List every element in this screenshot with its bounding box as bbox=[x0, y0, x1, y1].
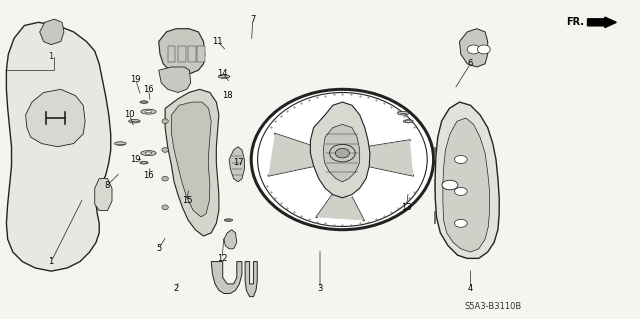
Polygon shape bbox=[26, 89, 85, 147]
Text: 1: 1 bbox=[49, 257, 54, 266]
Ellipse shape bbox=[477, 45, 490, 54]
Polygon shape bbox=[211, 262, 242, 293]
Polygon shape bbox=[40, 19, 64, 45]
Text: 1: 1 bbox=[49, 52, 54, 61]
Polygon shape bbox=[460, 29, 488, 67]
Text: 5: 5 bbox=[156, 244, 161, 253]
Ellipse shape bbox=[162, 176, 168, 181]
Polygon shape bbox=[159, 67, 191, 93]
Text: 2: 2 bbox=[173, 284, 179, 293]
Text: 14: 14 bbox=[218, 69, 228, 78]
Polygon shape bbox=[178, 46, 186, 62]
Polygon shape bbox=[434, 179, 435, 191]
Polygon shape bbox=[140, 161, 148, 164]
Polygon shape bbox=[269, 134, 314, 175]
Ellipse shape bbox=[454, 188, 467, 195]
Text: 12: 12 bbox=[217, 254, 227, 263]
Polygon shape bbox=[317, 195, 364, 220]
Polygon shape bbox=[368, 140, 413, 175]
Polygon shape bbox=[140, 101, 148, 103]
Polygon shape bbox=[197, 46, 205, 62]
Text: 16: 16 bbox=[143, 171, 154, 180]
Ellipse shape bbox=[252, 89, 434, 230]
Ellipse shape bbox=[405, 120, 412, 122]
Polygon shape bbox=[95, 179, 112, 211]
Polygon shape bbox=[165, 89, 219, 236]
Polygon shape bbox=[434, 211, 435, 223]
Text: 16: 16 bbox=[143, 85, 154, 94]
Ellipse shape bbox=[115, 142, 126, 145]
Ellipse shape bbox=[141, 151, 156, 156]
Ellipse shape bbox=[141, 162, 147, 164]
Polygon shape bbox=[434, 147, 435, 160]
Ellipse shape bbox=[145, 110, 152, 113]
Text: 10: 10 bbox=[124, 110, 134, 119]
Text: 8: 8 bbox=[105, 181, 110, 189]
Polygon shape bbox=[6, 22, 111, 271]
Text: 4: 4 bbox=[468, 284, 473, 293]
Text: S5A3-B3110B: S5A3-B3110B bbox=[464, 302, 522, 311]
Polygon shape bbox=[229, 147, 244, 182]
Polygon shape bbox=[172, 102, 211, 217]
Polygon shape bbox=[310, 102, 370, 198]
Text: 19: 19 bbox=[131, 75, 141, 84]
Ellipse shape bbox=[162, 147, 168, 152]
Ellipse shape bbox=[397, 112, 409, 115]
Text: 11: 11 bbox=[212, 37, 223, 46]
Ellipse shape bbox=[218, 75, 230, 78]
Ellipse shape bbox=[454, 219, 467, 227]
Polygon shape bbox=[224, 230, 237, 249]
FancyArrow shape bbox=[588, 17, 616, 27]
Ellipse shape bbox=[141, 101, 147, 103]
Ellipse shape bbox=[442, 180, 458, 190]
Polygon shape bbox=[188, 46, 196, 62]
Polygon shape bbox=[443, 118, 490, 252]
Ellipse shape bbox=[226, 219, 231, 221]
Ellipse shape bbox=[145, 152, 152, 154]
Ellipse shape bbox=[162, 205, 168, 210]
Polygon shape bbox=[404, 120, 413, 123]
Ellipse shape bbox=[330, 144, 355, 162]
Text: 19: 19 bbox=[131, 155, 141, 164]
Text: 3: 3 bbox=[317, 284, 323, 293]
Text: 13: 13 bbox=[401, 203, 412, 212]
Text: 7: 7 bbox=[250, 15, 255, 24]
Ellipse shape bbox=[467, 45, 480, 54]
Polygon shape bbox=[225, 219, 232, 221]
Text: 15: 15 bbox=[182, 197, 192, 205]
Text: 17: 17 bbox=[234, 158, 244, 167]
Ellipse shape bbox=[129, 119, 140, 123]
Ellipse shape bbox=[162, 119, 168, 124]
Ellipse shape bbox=[454, 155, 467, 164]
Ellipse shape bbox=[335, 148, 349, 158]
Polygon shape bbox=[435, 102, 499, 258]
Text: 18: 18 bbox=[223, 91, 233, 100]
Ellipse shape bbox=[141, 109, 156, 114]
Polygon shape bbox=[323, 124, 360, 182]
Text: FR.: FR. bbox=[566, 17, 584, 27]
Text: 6: 6 bbox=[468, 59, 473, 68]
Polygon shape bbox=[245, 262, 257, 297]
Polygon shape bbox=[159, 29, 205, 73]
Polygon shape bbox=[168, 46, 175, 62]
